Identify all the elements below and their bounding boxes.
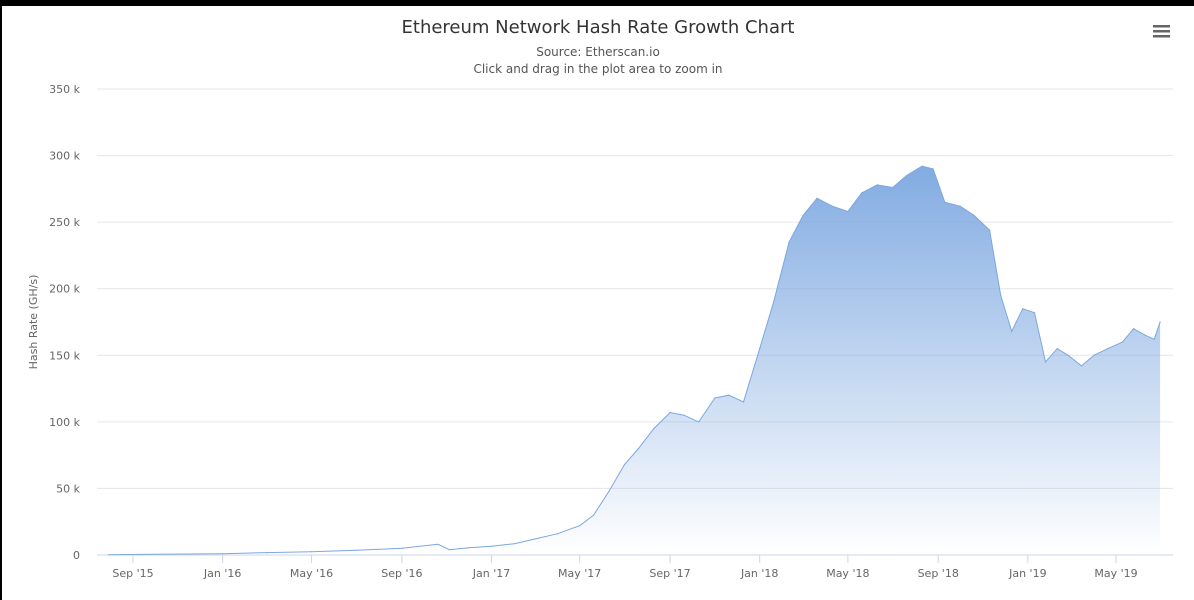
x-tick-label: Jan '19 — [1008, 567, 1046, 580]
data-point — [637, 447, 640, 450]
x-tick-label: Jan '17 — [472, 567, 510, 580]
data-point — [154, 553, 156, 555]
data-point — [593, 514, 595, 516]
data-point — [773, 301, 775, 303]
data-point — [714, 397, 716, 399]
chart-title: Ethereum Network Hash Rate Growth Chart — [402, 17, 795, 38]
data-point — [557, 533, 559, 535]
x-tick-label: May '18 — [826, 567, 869, 580]
data-point — [932, 168, 934, 170]
chart-subtitle: Source: Etherscan.io — [536, 45, 660, 59]
x-tick-label: Sep '17 — [649, 567, 690, 580]
data-point — [742, 401, 745, 403]
x-tick-label: May '16 — [290, 567, 333, 580]
data-point — [1122, 341, 1124, 343]
data-point — [108, 554, 110, 556]
y-tick-label: 250 k — [49, 216, 80, 229]
hash-rate-area — [108, 166, 1161, 555]
data-point — [513, 543, 515, 545]
y-tick-label: 100 k — [49, 416, 80, 429]
x-tick-label: May '17 — [558, 567, 601, 580]
x-tick-label: May '19 — [1094, 567, 1137, 580]
data-point — [1056, 348, 1058, 350]
data-point — [1022, 308, 1024, 310]
data-point — [906, 174, 908, 177]
hash-rate-line — [108, 165, 1161, 556]
data-point — [831, 205, 834, 207]
hamburger-menu-icon[interactable] — [1151, 20, 1173, 40]
data-point — [468, 547, 470, 549]
y-tick-label: 50 k — [56, 482, 80, 495]
y-tick-label: 300 k — [49, 150, 80, 163]
x-tick-label: Jan '18 — [740, 567, 778, 580]
data-point — [1067, 354, 1069, 356]
x-tick-label: Jan '16 — [203, 567, 241, 580]
data-point — [266, 552, 268, 554]
data-point — [401, 547, 403, 549]
y-tick-label: 150 k — [49, 349, 80, 362]
data-point — [921, 165, 923, 167]
data-point — [1107, 348, 1109, 350]
y-tick-label: 0 — [73, 549, 80, 562]
zoom-instruction: Click and drag in the plot area to zoom … — [473, 62, 722, 76]
data-point — [355, 549, 357, 551]
data-point — [1144, 334, 1146, 336]
data-point — [816, 197, 818, 199]
data-point — [1011, 330, 1013, 332]
data-point — [1093, 354, 1095, 356]
data-point — [728, 394, 730, 396]
data-point — [222, 553, 224, 555]
data-point — [534, 538, 536, 540]
data-point — [1133, 328, 1135, 330]
chart-container: Ethereum Network Hash Rate Growth Chart … — [2, 6, 1194, 600]
data-point — [608, 490, 610, 492]
data-point — [310, 551, 313, 553]
data-point — [1044, 361, 1047, 363]
data-point — [1000, 294, 1002, 296]
data-point — [623, 463, 626, 466]
data-point — [449, 549, 451, 551]
data-point — [1033, 312, 1036, 314]
data-point — [847, 210, 849, 213]
data-point — [698, 421, 700, 423]
y-tick-label: 350 k — [49, 83, 80, 96]
data-point — [759, 348, 761, 350]
data-point — [1080, 365, 1083, 367]
data-point — [579, 525, 581, 527]
data-point — [802, 214, 804, 217]
y-tick-label: 200 k — [49, 283, 80, 296]
data-point — [861, 192, 863, 194]
x-tick-label: Sep '15 — [112, 567, 153, 580]
data-point — [683, 414, 685, 416]
data-point — [876, 184, 878, 186]
data-point — [437, 543, 439, 545]
x-tick-label: Sep '18 — [918, 567, 959, 580]
data-point — [490, 545, 493, 547]
data-point — [973, 214, 975, 217]
data-point — [653, 427, 655, 430]
y-axis-label: Hash Rate (GH/s) — [27, 275, 40, 370]
data-point — [1153, 338, 1155, 340]
data-point — [1159, 321, 1161, 323]
data-point — [989, 229, 991, 231]
data-point — [944, 201, 946, 203]
data-point — [959, 205, 961, 207]
data-point — [669, 411, 671, 414]
data-point — [892, 186, 894, 189]
data-point — [788, 241, 790, 243]
x-tick-label: Sep '16 — [381, 567, 422, 580]
